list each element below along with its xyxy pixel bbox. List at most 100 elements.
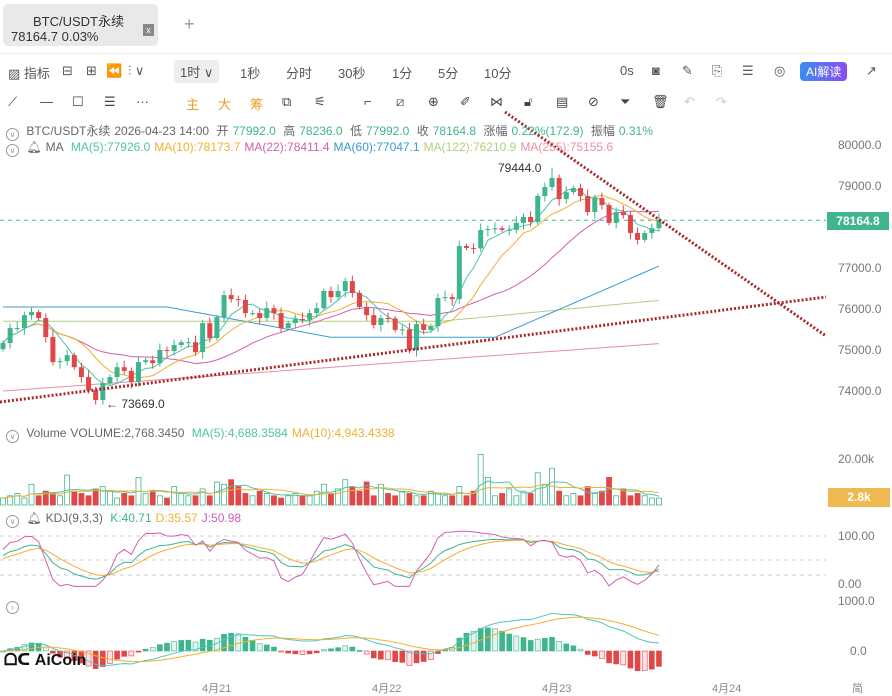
template-icon[interactable]: ⊞ xyxy=(86,63,97,78)
macd-bar xyxy=(321,649,327,652)
volume-bar xyxy=(413,495,420,506)
link-icon[interactable]: ⊘ xyxy=(588,94,599,109)
volume-bar xyxy=(427,490,434,506)
macd-bar xyxy=(542,637,548,652)
chart-type-icon[interactable]: ⫶ ∨ xyxy=(128,63,145,78)
interval-5m[interactable]: 5分 xyxy=(438,66,459,81)
big-button[interactable]: 大 xyxy=(218,97,232,112)
collapse-icon[interactable]: ∨ xyxy=(6,515,19,528)
interval-1s[interactable]: 1秒 xyxy=(240,66,261,81)
macd-bar xyxy=(427,650,434,660)
zoom-icon[interactable]: ⊕ xyxy=(428,94,439,109)
rect-tool-icon[interactable]: ☐ xyxy=(72,94,84,109)
kdj-tick: 0.00 xyxy=(838,577,862,591)
volume-bar xyxy=(21,497,28,506)
volume-bar xyxy=(477,453,484,506)
volume-bar xyxy=(335,488,342,506)
interval-select[interactable]: 1时 ∨ xyxy=(174,60,220,83)
macd-bar xyxy=(420,650,427,662)
macd-bar xyxy=(634,650,641,671)
collapse-icon[interactable]: ∨ xyxy=(6,128,19,141)
interval-10m[interactable]: 10分 xyxy=(484,66,512,81)
add-tab-button[interactable]: + xyxy=(184,14,195,34)
volume-bar xyxy=(513,495,520,506)
indicator-button[interactable]: ▨ 指标 xyxy=(8,66,50,81)
replay-icon[interactable]: ⏪ xyxy=(106,63,123,78)
macd-bar xyxy=(292,650,299,655)
candle xyxy=(321,290,327,309)
share-icon[interactable]: ↗ xyxy=(866,63,877,78)
delete-icon[interactable]: 🗑︎ xyxy=(652,94,669,109)
more-tools-icon[interactable]: ··· xyxy=(136,94,149,109)
volume-bar xyxy=(627,495,634,506)
macd-bar xyxy=(527,640,534,652)
interval-30s[interactable]: 30秒 xyxy=(338,66,366,81)
candle xyxy=(157,350,163,364)
volume-bar xyxy=(648,497,655,506)
volume-tick: 20.00k xyxy=(838,452,875,466)
mode-toggle[interactable]: 简 xyxy=(852,683,863,695)
volume-bar xyxy=(178,493,185,506)
collapse-icon[interactable]: ∨ xyxy=(6,144,19,157)
candle xyxy=(29,312,35,316)
camera-icon[interactable]: ◙ xyxy=(652,63,660,78)
macd-bar xyxy=(534,638,541,652)
volume-bar xyxy=(85,495,92,506)
magnet-icon[interactable]: ⋈ xyxy=(490,94,503,109)
candle xyxy=(314,308,320,314)
macd-bar xyxy=(242,636,249,652)
bell-icon[interactable]: 🔔︎ xyxy=(26,511,42,525)
macd-bar xyxy=(413,650,420,664)
volume-bar xyxy=(107,490,113,506)
chips-button[interactable]: 筹 xyxy=(250,97,264,112)
price-tick: 80000.0 xyxy=(838,138,882,152)
interval-timeline[interactable]: 分时 xyxy=(286,66,313,81)
interval-1m[interactable]: 1分 xyxy=(392,66,413,81)
volume-bar xyxy=(499,493,506,506)
toolbar: ▨ 指标 ⊟ ⊞ ⏪ ⫶ ∨ 1时 ∨ 1秒 分时 30秒 1分 5分 10分 … xyxy=(0,58,892,86)
redo-icon[interactable]: ↷ xyxy=(716,94,727,109)
ai-interpret-button[interactable]: AI解读 xyxy=(800,62,848,81)
candle xyxy=(7,328,13,344)
undo-icon[interactable]: ↶ xyxy=(684,94,695,109)
candle xyxy=(93,390,99,401)
lock-icon[interactable]: 🔓︎ xyxy=(524,94,533,109)
filter-icon[interactable]: ⏷ xyxy=(620,94,631,109)
candle xyxy=(421,324,427,330)
line-tool-icon[interactable]: ⟋ xyxy=(8,94,18,109)
compare-icon[interactable]: ⧉ xyxy=(282,94,292,109)
list-icon[interactable]: ☰ xyxy=(742,63,754,78)
notes-icon[interactable]: ▤ xyxy=(556,94,569,109)
fib-tool-icon[interactable]: ☰ xyxy=(104,94,116,109)
bell-icon[interactable]: 🔔︎ xyxy=(26,140,42,154)
candle xyxy=(528,216,534,223)
ruler-icon[interactable]: ⧄ xyxy=(396,94,405,109)
marker-icon[interactable]: ⌐ xyxy=(364,94,372,109)
macd-bar xyxy=(249,640,256,652)
measure-icon[interactable]: ⚟ xyxy=(314,94,326,109)
brush-icon[interactable]: ✐ xyxy=(460,94,471,109)
macd-bar xyxy=(114,650,120,660)
main-button[interactable]: 主 xyxy=(186,97,200,112)
volume-bar xyxy=(442,495,448,506)
volume-bar xyxy=(278,497,284,506)
candle xyxy=(257,313,263,319)
hline-tool-icon[interactable]: — xyxy=(40,94,53,109)
symbol-tab[interactable]: BTC/USDT永续 78164.7 0.03% x xyxy=(3,4,158,46)
alert-icon[interactable]: ⎘ xyxy=(712,63,723,78)
pen-icon[interactable]: ✎ xyxy=(682,63,693,78)
collapse-icon[interactable]: ∨ xyxy=(6,430,19,443)
macd-bar xyxy=(192,641,199,652)
ma122-line xyxy=(3,299,660,322)
macd-bar xyxy=(185,639,192,652)
settings-icon[interactable]: ◎ xyxy=(774,63,786,78)
expand-icon[interactable]: › xyxy=(6,601,19,614)
candle xyxy=(335,290,341,298)
layout-icon[interactable]: ⊟ xyxy=(62,63,73,78)
close-tab-button[interactable]: x xyxy=(143,24,154,36)
candle xyxy=(200,323,206,353)
candle xyxy=(406,329,412,350)
candle xyxy=(478,230,484,249)
